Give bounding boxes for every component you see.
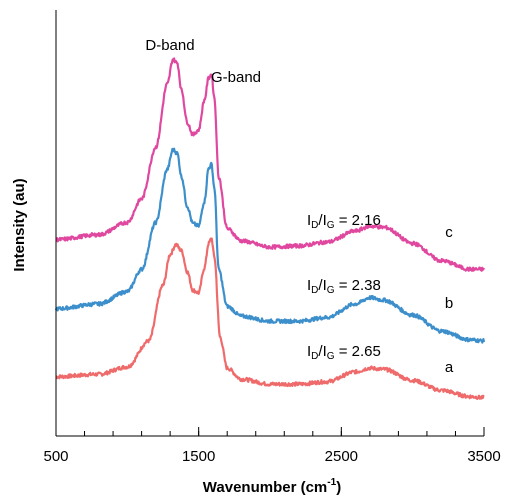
x-axis-ticks bbox=[55, 427, 485, 436]
x-tick-label: 2500 bbox=[325, 448, 358, 465]
series-line-b bbox=[54, 147, 486, 344]
ratio-label-a: ID/IG = 2.65 bbox=[307, 343, 381, 362]
ratio-label-c: ID/IG = 2.16 bbox=[307, 212, 381, 231]
x-tick-label: 1500 bbox=[182, 448, 215, 465]
x-tick-label: 500 bbox=[43, 448, 68, 465]
curve-label-b: b bbox=[445, 295, 453, 312]
d-band-label: D-band bbox=[145, 37, 194, 54]
plot-lines bbox=[54, 57, 486, 400]
ratio-labels: ID/IG = 2.65 ID/IG = 2.38 ID/IG = 2.16 bbox=[307, 212, 381, 362]
curve-labels: a b c bbox=[445, 224, 454, 376]
curve-label-c: c bbox=[445, 224, 453, 241]
x-axis-tick-labels: 500 1500 2500 3500 bbox=[43, 448, 500, 465]
x-tick-label: 3500 bbox=[467, 448, 500, 465]
ratio-label-b: ID/IG = 2.38 bbox=[307, 277, 381, 296]
x-axis-title: Wavenumber (cm-1) bbox=[203, 477, 341, 496]
series-line-c bbox=[55, 57, 485, 272]
series-line-a bbox=[55, 237, 485, 400]
g-band-label: G-band bbox=[211, 69, 261, 86]
curve-label-a: a bbox=[445, 359, 454, 376]
y-axis-title: Intensity (au) bbox=[11, 178, 28, 271]
